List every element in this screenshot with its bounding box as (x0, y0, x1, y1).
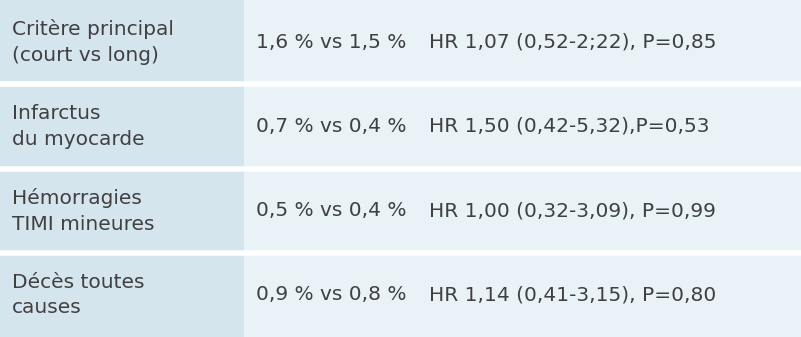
Text: HR 1,00 (0,32-3,09), P=0,99: HR 1,00 (0,32-3,09), P=0,99 (429, 201, 715, 220)
Text: 0,9 % vs 0,8 %: 0,9 % vs 0,8 % (256, 285, 407, 304)
Text: 0,7 % vs 0,4 %: 0,7 % vs 0,4 % (256, 117, 407, 136)
Text: 0,5 % vs 0,4 %: 0,5 % vs 0,4 % (256, 201, 407, 220)
Text: Critère principal
(court vs long): Critère principal (court vs long) (12, 19, 174, 65)
Text: HR 1,14 (0,41-3,15), P=0,80: HR 1,14 (0,41-3,15), P=0,80 (429, 285, 716, 304)
Text: HR 1,07 (0,52-2;22), P=0,85: HR 1,07 (0,52-2;22), P=0,85 (429, 33, 716, 52)
Text: Infarctus
du myocarde: Infarctus du myocarde (12, 104, 145, 149)
Text: Décès toutes
causes: Décès toutes causes (12, 273, 144, 317)
Text: 1,6 % vs 1,5 %: 1,6 % vs 1,5 % (256, 33, 407, 52)
Text: HR 1,50 (0,42-5,32),P=0,53: HR 1,50 (0,42-5,32),P=0,53 (429, 117, 709, 136)
Text: Hémorragies
TIMI mineures: Hémorragies TIMI mineures (12, 188, 155, 234)
FancyBboxPatch shape (0, 0, 244, 337)
